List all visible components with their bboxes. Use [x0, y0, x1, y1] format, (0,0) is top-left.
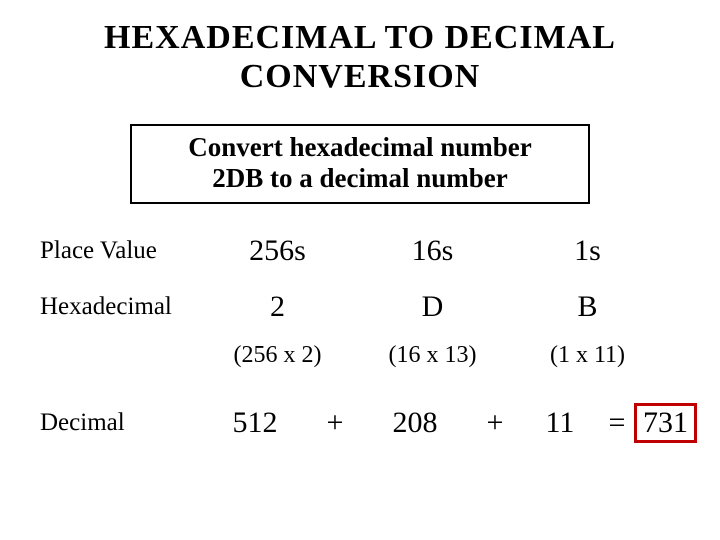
hexadecimal-label: Hexadecimal — [0, 293, 200, 321]
decimal-result-box: 731 — [634, 403, 697, 443]
place-value-1: 1s — [510, 234, 665, 268]
place-value-row: Place Value 256s 16s 1s — [0, 234, 720, 268]
place-value-256: 256s — [200, 234, 355, 268]
plus-1: + — [310, 406, 360, 440]
calc-16x13: (16 x 13) — [355, 342, 510, 369]
hex-digit-b: B — [510, 290, 665, 324]
problem-statement-box: Convert hexadecimal number 2DB to a deci… — [130, 124, 590, 204]
decimal-result-row: Decimal 512 + 208 + 11 = 731 — [0, 403, 720, 443]
decimal-label: Decimal — [40, 409, 200, 437]
calculation-row: (256 x 2) (16 x 13) (1 x 11) — [0, 342, 720, 369]
place-value-label: Place Value — [0, 237, 200, 265]
subtitle-line-2: 2DB to a decimal number — [142, 163, 578, 194]
decimal-part-11: 11 — [520, 406, 600, 440]
calc-256x2: (256 x 2) — [200, 342, 355, 369]
title-line-1: HEXADECIMAL TO DECIMAL — [0, 18, 720, 57]
hexadecimal-row: Hexadecimal 2 D B — [0, 290, 720, 324]
plus-2: + — [470, 406, 520, 440]
subtitle-line-1: Convert hexadecimal number — [142, 132, 578, 163]
calc-1x11: (1 x 11) — [510, 342, 665, 369]
hex-digit-2: 2 — [200, 290, 355, 324]
place-value-16: 16s — [355, 234, 510, 268]
equals-sign: = — [600, 406, 634, 440]
decimal-part-208: 208 — [360, 406, 470, 440]
page-title: HEXADECIMAL TO DECIMAL CONVERSION — [0, 0, 720, 96]
title-line-2: CONVERSION — [0, 57, 720, 96]
decimal-part-512: 512 — [200, 406, 310, 440]
hex-digit-d: D — [355, 290, 510, 324]
